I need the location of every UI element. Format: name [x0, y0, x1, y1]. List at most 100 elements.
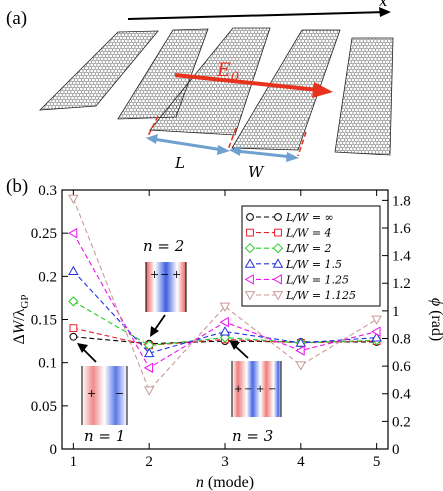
x-tick-label: 4 [297, 454, 305, 470]
charge-sign: − [244, 384, 252, 395]
data-point-series-0 [69, 332, 78, 341]
data-point-series-5 [371, 315, 382, 325]
y2-tick-label: 1.2 [392, 276, 411, 292]
legend-swatch-marker [246, 228, 254, 237]
y2-tick-label: 1.6 [392, 221, 411, 237]
mode-label-n2: n = 2 [143, 237, 184, 255]
legend-swatch-marker [244, 258, 256, 268]
legend-swatch-marker [272, 243, 284, 254]
length-arrowhead-right [217, 145, 230, 155]
mode-inset-n3: + − + − n = 3 [229, 340, 282, 445]
x-tick-label: 1 [70, 454, 78, 470]
x-axis-arrowhead [379, 7, 391, 17]
length-arrowhead-left [146, 134, 158, 144]
data-point-series-4 [295, 345, 305, 356]
y2-tick-label: 0.2 [392, 414, 411, 430]
y2-tick-label: 1 [392, 304, 400, 320]
y-axis-label: ΔW/λGP [11, 295, 31, 345]
charge-sign: + [234, 384, 242, 395]
legend-swatch-marker [244, 291, 256, 301]
data-point-series-3 [68, 265, 79, 276]
mode-profile-n2 [146, 262, 186, 312]
charge-sign: + [150, 268, 159, 281]
y-tick-label: 0 [50, 442, 58, 458]
legend-swatch-marker [274, 228, 282, 237]
width-dimension-arrow [235, 149, 293, 159]
width-arrowhead-left [229, 146, 241, 156]
data-point-series-4 [143, 362, 154, 374]
field-label: E0 [216, 59, 239, 85]
charge-sign: − [115, 387, 124, 400]
ribbon-edge-dash [297, 131, 307, 157]
legend-entry: L/W = 2 [285, 242, 332, 255]
data-point-series-4 [67, 227, 78, 239]
data-point-series-4 [371, 326, 381, 337]
legend-box [241, 205, 381, 307]
data-point-series-2 [68, 296, 79, 307]
inset-pointer-arrowhead [77, 343, 88, 353]
panel-a-label: (a) [6, 8, 27, 29]
legend-entry: L/W = 1.5 [285, 258, 342, 271]
inset-pointer-arrowhead [150, 326, 159, 337]
x-axis-arrow [127, 11, 386, 20]
legend-swatch-marker [244, 274, 254, 285]
mode-label-n3: n = 3 [232, 427, 273, 445]
graphene-ribbon-5 [334, 37, 394, 156]
charge-sign: + [87, 387, 96, 400]
data-point-series-1 [69, 324, 78, 333]
ribbon-edge-dash [146, 115, 159, 139]
legend-swatch-marker [244, 243, 256, 254]
legend-swatch-marker [272, 258, 284, 268]
x-axis-label: n (mode) [196, 474, 254, 491]
data-point-series-5 [295, 361, 307, 371]
legend-entry: L/W = 4 [285, 227, 332, 240]
y2-tick-label: 0 [392, 442, 400, 458]
data-point-series-3 [219, 326, 231, 336]
legend-entry: L/W = ∞ [285, 211, 334, 224]
legend-swatch-marker [272, 274, 282, 285]
field-arrowhead [312, 82, 333, 98]
x-tick-label: 5 [373, 454, 381, 470]
y2-tick-label: 0.4 [392, 387, 411, 403]
data-point-series-3 [295, 337, 307, 347]
y2-tick-label: 0.8 [392, 331, 411, 347]
mode-label-n1: n = 1 [84, 427, 125, 445]
graphene-ribbon-1 [38, 30, 159, 111]
charge-sign: + [172, 268, 181, 281]
charge-sign: − [160, 268, 169, 281]
panel-a: (a) x E0 L W [6, 0, 394, 181]
mode-inset-n1: + − n = 1 [77, 343, 128, 445]
mode-inset-n2: + − + n = 2 [143, 237, 187, 337]
y2-tick-label: 1.8 [392, 193, 411, 209]
inset-pointer-arrow [153, 314, 166, 332]
chart: 1 2 3 4 500.050.10.150.20.250.300.20.40.60.8… [11, 183, 443, 491]
width-label: W [248, 163, 265, 181]
x-axis-label: x [379, 0, 388, 10]
y-tick-label: 0.25 [31, 226, 57, 242]
legend-swatch-marker [246, 213, 254, 221]
charge-sign: − [268, 384, 276, 395]
data-point-series-5 [143, 386, 155, 396]
y-tick-label: 0.15 [31, 313, 57, 329]
data-point-series-5 [68, 194, 79, 205]
y-tick-label: 0.2 [38, 269, 57, 285]
legend-entry: L/W = 1.25 [285, 273, 349, 286]
x-tick-label: 2 [145, 454, 153, 470]
mode-profile-n3 [232, 361, 281, 417]
charge-sign: + [256, 384, 264, 395]
graphene-ribbon-3 [149, 27, 271, 136]
inset-pointer-arrowhead [229, 340, 240, 350]
x-tick-label: 3 [221, 454, 229, 470]
inset-pointer-arrow [81, 347, 97, 363]
y2-axis-label: ϕ (rad) [428, 298, 443, 341]
field-arrow [174, 73, 319, 92]
width-arrowhead-right [286, 152, 299, 162]
inset-pointer-arrow [233, 344, 249, 359]
mode-profile-n1 [82, 366, 127, 425]
y2-tick-label: 1.4 [392, 249, 411, 265]
data-point-series-3 [371, 332, 382, 342]
y-tick-label: 0.1 [38, 356, 57, 372]
legend-swatch-marker [272, 291, 284, 301]
series-line-5 [72, 198, 377, 392]
